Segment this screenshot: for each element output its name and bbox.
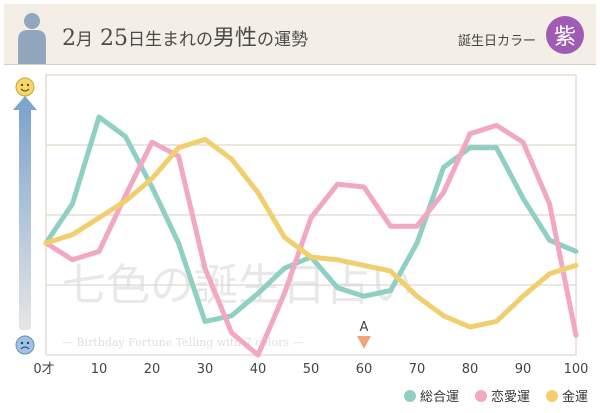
legend-dot-love xyxy=(474,389,487,402)
legend-item-love: 恋愛運 xyxy=(474,386,530,405)
watermark: 七色の誕生日占い — Birthday Fortune Telling with… xyxy=(62,260,414,349)
x-tick-label: 0才 xyxy=(33,362,54,377)
x-tick-label: 100 xyxy=(564,362,589,377)
sad-face-icon xyxy=(15,335,35,355)
x-tick-label: 70 xyxy=(409,362,426,377)
x-tick-label: 30 xyxy=(197,362,214,377)
x-tick-label: 40 xyxy=(250,362,267,377)
birth-day: 25 xyxy=(100,26,128,51)
x-axis-ticks: 0才 10 20 30 40 50 60 70 80 90 100 xyxy=(33,362,588,377)
legend-item-money: 金運 xyxy=(545,386,588,405)
legend-dot-money xyxy=(545,389,558,402)
luck-gradient-arrow xyxy=(13,96,37,110)
title-middle: 日生まれの xyxy=(128,30,213,50)
series-line-2 xyxy=(43,136,579,330)
birth-month-unit: 月 xyxy=(76,30,93,50)
birthday-color-badge: 紫 xyxy=(546,16,584,54)
luck-scale xyxy=(13,77,37,355)
legend-item-general: 総合運 xyxy=(403,386,459,405)
series-line-1 xyxy=(43,122,579,358)
chart-legend: 総合運 恋愛運 金運 xyxy=(403,386,588,405)
birth-month: 2 xyxy=(62,26,76,51)
happy-face-icon xyxy=(15,77,35,97)
series-lines xyxy=(43,114,579,358)
x-tick-label: 10 xyxy=(91,362,108,377)
age-marker: A xyxy=(357,320,371,349)
header-bar: 2月 25日生まれの男性の運勢 誕生日カラー 紫 xyxy=(4,4,596,65)
x-tick-label: 90 xyxy=(515,362,532,377)
title-tail: の運勢 xyxy=(257,30,309,50)
x-tick-label: 20 xyxy=(144,362,161,377)
legend-dot-general xyxy=(403,389,416,402)
legend-label-money: 金運 xyxy=(561,390,588,405)
x-tick-label: 80 xyxy=(462,362,479,377)
male-person-icon xyxy=(18,13,46,64)
legend-label-general: 総合運 xyxy=(419,390,459,405)
page-title: 2月 25日生まれの男性の運勢 xyxy=(62,20,308,52)
x-tick-label: 50 xyxy=(303,362,320,377)
x-tick-label: 60 xyxy=(356,362,373,377)
age-marker-arrow xyxy=(357,336,371,349)
watermark-logo: 七色の誕生日占い xyxy=(62,260,414,311)
legend-label-love: 恋愛運 xyxy=(490,390,530,405)
birthday-color-label: 誕生日カラー xyxy=(457,34,536,49)
luck-gradient-bar xyxy=(19,108,31,330)
age-marker-label: A xyxy=(360,320,369,335)
title-subject: 男性 xyxy=(213,26,258,51)
